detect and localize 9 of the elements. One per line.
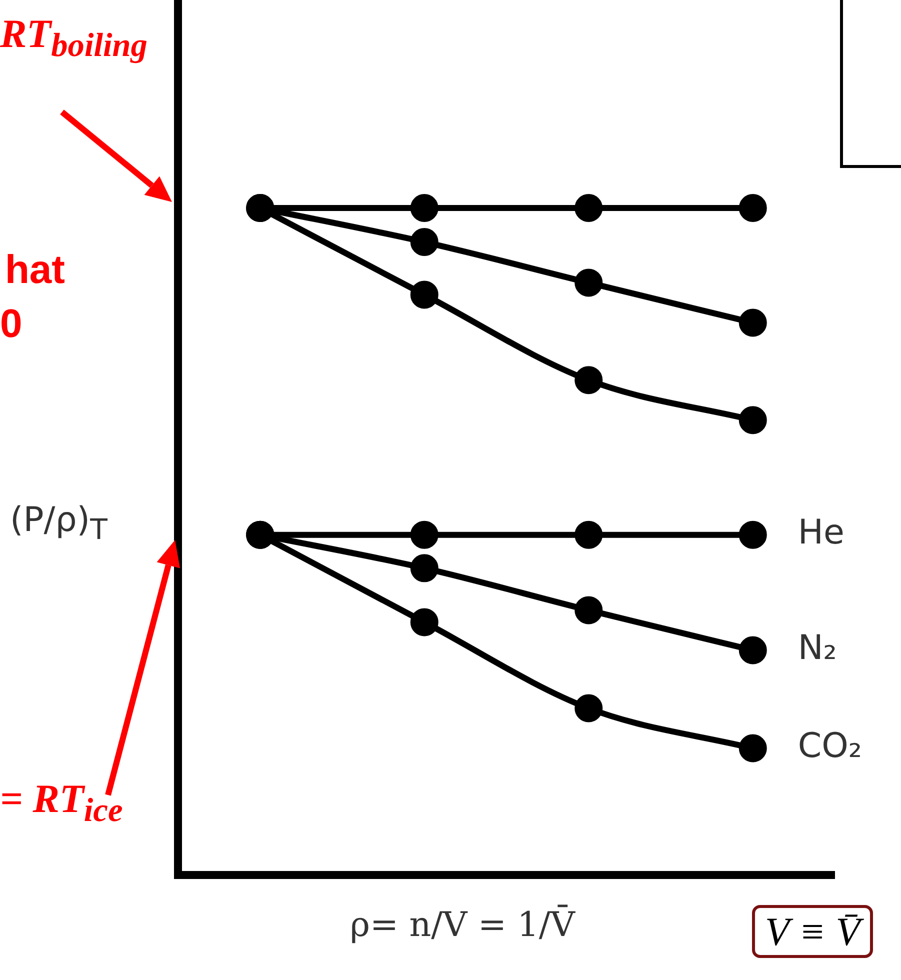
y-axis-title: (P/ρ)$_{T}$ — [10, 500, 108, 546]
text: V ≡ V̄ — [752, 905, 874, 958]
x-axis-title: ρ= n/V = 1/V̄ — [350, 905, 575, 945]
text: = RT$_{ice}$ — [0, 775, 123, 830]
series-label: N₂ — [798, 628, 837, 668]
text: 0 — [0, 302, 22, 347]
series-label: He — [798, 512, 844, 553]
series-label: CO₂ — [798, 726, 862, 766]
text: hat — [5, 248, 65, 293]
